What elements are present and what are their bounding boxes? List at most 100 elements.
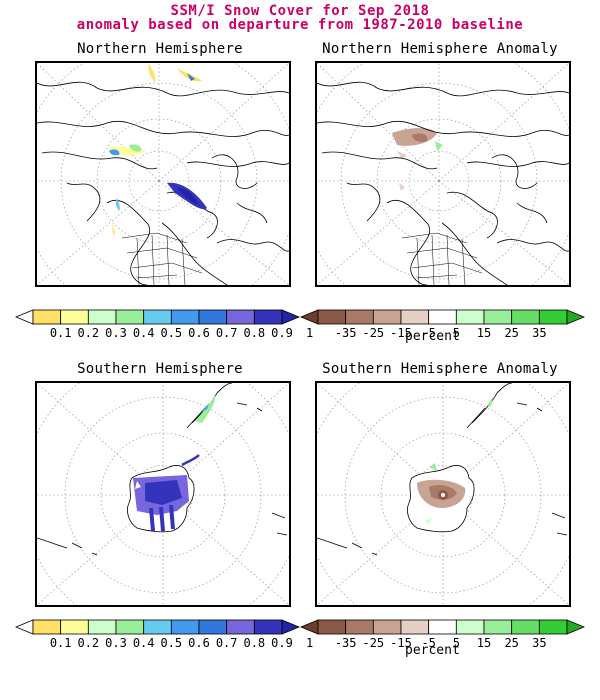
anomaly-colorbar-swatch xyxy=(428,619,457,635)
anomaly-colorbar-top xyxy=(300,309,585,325)
anomaly-colorbar-tick-label: 35 xyxy=(532,326,547,340)
anomaly-colorbar-arrow-high xyxy=(566,309,585,325)
cover-colorbar-tick-label: 0.9 xyxy=(271,326,293,340)
sh-anomaly-panel-title: Southern Hemisphere Anomaly xyxy=(322,361,558,377)
anomaly-colorbar-tick-label: -35 xyxy=(334,636,357,650)
sh-anomaly-antarctica xyxy=(407,463,475,533)
cover-colorbar-swatch xyxy=(115,309,145,325)
nh-snow-cover xyxy=(107,63,207,235)
cover-colorbar-tick-label: 0.2 xyxy=(77,636,100,650)
cover-colorbar-tick-label: 0.6 xyxy=(188,636,210,650)
cover-colorbar-tick-label: 1 xyxy=(306,326,314,340)
cover-colorbar-tick-label: 0.4 xyxy=(132,636,155,650)
cover-colorbar-swatch xyxy=(226,619,255,635)
cover-colorbar-tick-label: 0.7 xyxy=(215,326,238,340)
anomaly-colorbar-tick-label: 5 xyxy=(452,636,460,650)
nh-anomaly-panel-title: Northern Hemisphere Anomaly xyxy=(322,41,558,57)
anomaly-colorbar-arrow-low xyxy=(300,619,319,635)
nh-anomaly-graticule xyxy=(317,63,569,285)
nh-snow-cover-map xyxy=(35,61,291,287)
cover-colorbar-swatch xyxy=(226,309,255,325)
cover-colorbar-tick-label: 0.5 xyxy=(160,326,183,340)
cover-colorbar-swatch xyxy=(198,309,228,325)
cover-colorbar-arrow-low xyxy=(15,619,34,635)
cover-colorbar-bottom xyxy=(15,619,300,635)
anomaly-colorbar-swatch xyxy=(455,619,485,635)
cover-colorbar-arrow-high xyxy=(281,309,300,325)
anomaly-colorbar-swatch xyxy=(511,619,540,635)
nh-anomaly-borders xyxy=(401,232,483,285)
cover-colorbar-swatch xyxy=(60,309,89,325)
cover-colorbar-tick-label: 0.8 xyxy=(243,326,266,340)
sh-south-america-snow xyxy=(195,395,216,423)
cover-colorbar-tick-label: 0.7 xyxy=(215,636,238,650)
anomaly-colorbar-swatch xyxy=(538,309,568,325)
cover-colorbar-tick-label: 0.5 xyxy=(160,636,183,650)
nh-graticule xyxy=(37,63,289,285)
anomaly-colorbar-tick-label: 25 xyxy=(504,636,519,650)
cover-colorbar-swatch xyxy=(143,619,172,635)
cover-colorbar-tick-label: 0.4 xyxy=(132,326,155,340)
cover-colorbar-tick-label: 0.1 xyxy=(49,326,72,340)
cover-colorbar-tick-label: 0.1 xyxy=(49,636,72,650)
percent-label-bottom: percent xyxy=(405,643,460,658)
cover-colorbar-swatch xyxy=(170,309,200,325)
anomaly-colorbar-swatch xyxy=(400,619,430,635)
cover-colorbar-swatch xyxy=(32,619,62,635)
anomaly-colorbar-swatch xyxy=(538,619,568,635)
main-title: SSM/I Snow Cover for Sep 2018 xyxy=(170,3,430,19)
anomaly-colorbar-swatch xyxy=(317,309,347,325)
cover-colorbar-swatch xyxy=(60,619,89,635)
sh-anomaly-map xyxy=(315,381,571,607)
percent-label-top: percent xyxy=(405,329,460,344)
anomaly-colorbar-tick-label: -25 xyxy=(362,326,385,340)
nh-anomaly-map xyxy=(315,61,571,287)
nh-coastlines xyxy=(37,81,289,285)
nh-anomaly-field xyxy=(392,128,443,191)
cover-colorbar-tick-label: 0.9 xyxy=(271,636,293,650)
anomaly-colorbar-swatch xyxy=(428,309,457,325)
anomaly-colorbar-tick-label: -5 xyxy=(421,326,436,340)
cover-colorbar-swatch xyxy=(253,309,283,325)
anomaly-colorbar-tick-label: 25 xyxy=(504,326,519,340)
anomaly-colorbar-swatch xyxy=(372,309,402,325)
cover-colorbar-swatch xyxy=(32,309,62,325)
anomaly-colorbar-tick-label: 15 xyxy=(476,326,492,340)
anomaly-colorbar-arrow-high xyxy=(566,619,585,635)
nh-borders xyxy=(121,232,203,285)
anomaly-colorbar-swatch xyxy=(400,309,430,325)
anomaly-colorbar-swatch xyxy=(483,619,513,635)
nh-anomaly-coastlines xyxy=(317,81,569,285)
sh-snow-cover-map xyxy=(35,381,291,607)
anomaly-colorbar-tick-label: -25 xyxy=(362,636,385,650)
cover-colorbar-tick-label: 1 xyxy=(306,636,314,650)
cover-colorbar-swatch xyxy=(198,619,228,635)
anomaly-colorbar-tick-label: 15 xyxy=(476,636,492,650)
cover-colorbar-swatch xyxy=(143,309,172,325)
cover-colorbar-tick-label: 0.3 xyxy=(105,326,127,340)
anomaly-colorbar-tick-label: 5 xyxy=(452,326,460,340)
cover-colorbar-top xyxy=(15,309,300,325)
cover-colorbar-tick-label: 0.2 xyxy=(77,326,100,340)
cover-colorbar-tick-label: 0.6 xyxy=(188,326,210,340)
anomaly-colorbar-bottom xyxy=(300,619,585,635)
anomaly-colorbar-tick-label: -5 xyxy=(421,636,436,650)
cover-colorbar-arrow-high xyxy=(281,619,300,635)
cover-colorbar-swatch xyxy=(253,619,283,635)
sh-anomaly-coastlines xyxy=(317,383,568,556)
cover-colorbar-swatch xyxy=(87,619,117,635)
anomaly-colorbar-swatch xyxy=(317,619,347,635)
anomaly-colorbar-tick-label: -15 xyxy=(390,636,412,650)
anomaly-colorbar-swatch xyxy=(345,619,374,635)
anomaly-colorbar-swatch xyxy=(372,619,402,635)
anomaly-colorbar-tick-label: -15 xyxy=(390,326,412,340)
cover-colorbar-tick-label: 0.3 xyxy=(105,636,127,650)
anomaly-colorbar-swatch xyxy=(483,309,513,325)
cover-colorbar-swatch xyxy=(115,619,145,635)
cover-colorbar-tick-label: 0.8 xyxy=(243,636,266,650)
nh-panel-title: Northern Hemisphere xyxy=(77,41,243,57)
cover-colorbar-arrow-low xyxy=(15,309,34,325)
sh-antarctica xyxy=(127,454,200,533)
anomaly-colorbar-swatch xyxy=(345,309,374,325)
cover-colorbar-swatch xyxy=(170,619,200,635)
